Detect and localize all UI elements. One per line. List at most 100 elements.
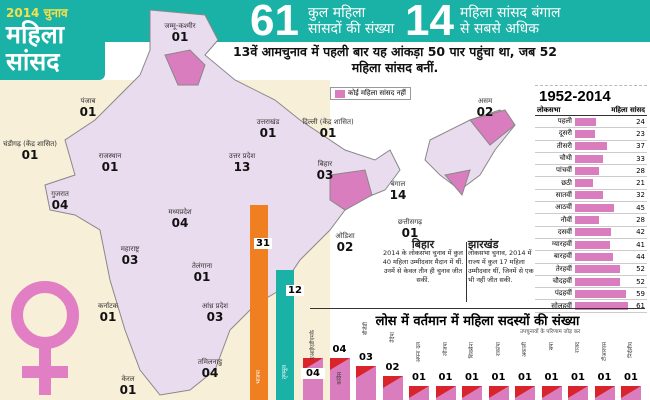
party-bar [303,358,323,400]
party-bar [515,386,535,400]
party-bar [541,386,562,400]
party-bar [462,386,482,400]
state-label: आंध्र प्रदेश 03 [201,302,229,324]
party-bar [382,376,403,400]
state-label: बंगाल 14 [389,180,407,202]
state-label: असम 02 [476,97,494,119]
map-mainland [44,9,401,396]
history-bar [575,142,607,151]
subtitle: 13वें आमचुनाव में पहली बार यह आंकड़ा 50 … [232,44,558,75]
party-value: 01 [544,372,559,383]
tmc-bar [276,270,294,400]
party-bar [594,386,615,400]
party-name: अपना दल [416,342,422,363]
map-ne-pink [444,109,516,197]
history-bar [575,277,620,286]
history-bar [575,179,594,188]
state-label: छत्तीसगढ़ 01 [397,218,423,240]
stat2-value: 14 [405,0,454,45]
jharkhand-note: झारखंड लोकसभा चुनाव, 2014 में राज्य में क… [468,238,534,284]
history-bar [575,203,614,212]
state-label: कर्नाटक 01 [98,302,118,324]
history-row: चौदहवीं 52 [535,276,647,289]
history-bar [575,129,595,138]
tmc-label: तृणमूल [282,365,288,380]
party-name: राजद [575,342,581,353]
state-label: गुजरात 04 [51,190,69,212]
state-label: उत्तराखंड 01 [256,118,280,140]
map-jharkhand [329,169,373,211]
title-line2: सांसद [6,47,60,76]
state-label: केरल 01 [119,375,137,397]
history-row: पंद्रहवीं 59 [535,288,647,301]
history-bar [575,166,600,175]
state-label: ओडिशा 02 [335,232,355,254]
party-value: 03 [359,352,373,363]
party-value: 01 [571,372,585,383]
party-bar [568,386,588,400]
party-name: निर्दलीय [628,342,634,358]
party-value: 02 [385,362,400,373]
parties-title: लोस में वर्तमान में महिला सदस्यों की संख… [310,308,645,329]
bjp-bar [250,205,268,400]
state-label: बिहार 03 [316,160,334,182]
state-label: तेलंगाना 01 [191,262,213,284]
history-row: ग्यारहवीं 41 [535,239,647,252]
party-value: 01 [465,372,479,383]
state-label: चंडीगढ़ (केंद्र शासित) 01 [3,140,57,162]
party-name: एआईएडीएमके [310,330,316,360]
history-bar [575,117,596,126]
stat1-text: कुल महिला सांसदों की संख्या [308,5,395,37]
party-name: राकांपा [495,342,502,356]
parties-subtitle: उपचुनावों के परिणाम जोड़ कर [520,329,581,335]
party-value: 01 [518,372,532,383]
history-row: बारहवीं 44 [535,251,647,264]
party-value: 01 [491,372,506,383]
party-value: 01 [412,372,426,383]
history-row: पहली 24 [535,116,647,129]
state-label: राजस्थान 01 [98,152,122,174]
history-table: 1952-2014 लोकसभा महिला सांसद पहली 24 दूसरी 2… [535,85,647,313]
history-bar [575,154,604,163]
party-name: शिवसेना [469,342,475,359]
history-row: छठी 21 [535,177,647,190]
history-bar [575,240,611,249]
history-bar [575,289,626,298]
party-value: 04 [332,344,347,355]
history-row: तेरहवीं 52 [535,264,647,276]
party-name: तेदेपा [389,332,396,343]
legend-swatch [335,89,345,98]
party-bar [329,358,350,400]
history-title: 1952-2014 [539,88,611,105]
state-label: तमिलनाडु 04 [197,358,223,380]
title-line1: महिला [6,20,65,49]
party-bar [356,366,376,400]
history-bar [575,216,600,225]
party-bar [409,386,429,400]
bjp-label: भाजपा [256,370,262,384]
state-label: जम्मू-कश्मीर 01 [164,22,196,44]
history-bar [575,302,628,311]
party-value: 01 [438,372,453,383]
year-tag: 2014 चुनाव [6,6,68,20]
party-value: 01 [597,372,612,383]
state-label: महाराष्ट्र 03 [120,245,140,267]
legend: कोई महिला सांसद नहीं [330,87,411,100]
party-name: टीआरएस [601,342,608,361]
history-row: तीसरी 37 [535,141,647,153]
stat1-value: 61 [250,0,299,45]
bihar-note: बिहार 2014 के लोकसभा चुनाव में कुल 40 महि… [382,238,464,284]
stat2-text: महिला सांसद बंगाल से सबसे अधिक [460,5,561,37]
history-row: नौवीं 28 [535,214,647,227]
party-name: कांग्रेस [336,372,343,385]
party-value: 01 [624,372,638,383]
history-row: पांचवीं 28 [535,165,647,178]
header-band [0,0,650,42]
history-row: चौथी 33 [535,153,647,166]
party-bar [621,386,641,400]
history-bar [575,228,612,237]
history-bar [575,265,620,274]
female-symbol [11,281,79,395]
state-label: मध्यप्रदेश 04 [168,208,192,230]
party-name: लोजपा [442,342,449,356]
